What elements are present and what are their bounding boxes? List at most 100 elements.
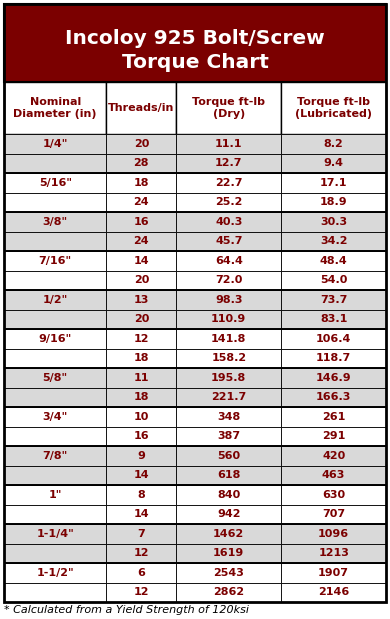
Bar (4, 232, 106, 251)
Bar (106, 193, 176, 212)
Text: 16: 16 (133, 431, 149, 441)
Text: 1/4": 1/4" (43, 139, 68, 149)
Text: 463: 463 (322, 470, 346, 480)
Bar (4, 329, 106, 348)
Text: 22.7: 22.7 (215, 178, 243, 188)
Bar (281, 154, 386, 173)
Text: 34.2: 34.2 (320, 236, 347, 246)
Bar (176, 348, 281, 368)
Bar (106, 446, 176, 465)
Text: 8: 8 (137, 490, 145, 500)
Text: 630: 630 (322, 490, 345, 500)
Text: 9.4: 9.4 (324, 158, 344, 168)
Bar (176, 251, 281, 271)
Text: 72.0: 72.0 (215, 275, 243, 285)
Bar (176, 582, 281, 602)
Text: 166.3: 166.3 (316, 392, 351, 402)
Text: 9/16": 9/16" (39, 334, 72, 344)
Text: 1907: 1907 (318, 568, 349, 578)
Text: 25.2: 25.2 (215, 197, 243, 207)
Text: 20: 20 (134, 275, 149, 285)
Bar (281, 232, 386, 251)
Bar (4, 368, 106, 387)
Text: 18: 18 (134, 178, 149, 188)
Bar (106, 465, 176, 485)
Text: 40.3: 40.3 (215, 217, 243, 227)
Text: 12: 12 (134, 548, 149, 558)
Text: 24: 24 (133, 197, 149, 207)
Text: 1-1/2": 1-1/2" (36, 568, 74, 578)
Bar (176, 82, 281, 134)
Text: 158.2: 158.2 (211, 353, 246, 363)
Bar (4, 485, 106, 504)
Bar (281, 485, 386, 504)
Text: 45.7: 45.7 (215, 236, 243, 246)
Text: 11: 11 (134, 373, 149, 383)
Text: 6: 6 (137, 568, 145, 578)
Bar (106, 329, 176, 348)
Bar (281, 524, 386, 543)
Bar (4, 154, 106, 173)
Text: 24: 24 (133, 236, 149, 246)
Text: 18: 18 (134, 353, 149, 363)
Bar (281, 368, 386, 387)
Text: Incoloy 925 Bolt/Screw: Incoloy 925 Bolt/Screw (65, 29, 325, 48)
Bar (281, 504, 386, 524)
Bar (4, 193, 106, 212)
Bar (176, 232, 281, 251)
Bar (281, 563, 386, 582)
Text: 261: 261 (322, 412, 346, 422)
Text: 7/16": 7/16" (39, 256, 72, 266)
Bar (176, 426, 281, 446)
Text: 348: 348 (217, 412, 240, 422)
Bar (176, 193, 281, 212)
Bar (106, 524, 176, 543)
Text: 707: 707 (322, 509, 345, 519)
Bar (176, 446, 281, 465)
Text: 141.8: 141.8 (211, 334, 246, 344)
Text: 64.4: 64.4 (215, 256, 243, 266)
Text: Threads/in: Threads/in (108, 103, 174, 113)
Text: 83.1: 83.1 (320, 314, 347, 324)
Text: 560: 560 (217, 451, 240, 461)
Text: 1": 1" (48, 490, 62, 500)
Bar (106, 82, 176, 134)
Bar (176, 387, 281, 407)
Bar (106, 310, 176, 329)
Bar (4, 387, 106, 407)
Bar (4, 173, 106, 193)
Text: 7/8": 7/8" (43, 451, 68, 461)
Bar (4, 134, 106, 154)
Text: 2862: 2862 (213, 587, 245, 597)
Text: 18.9: 18.9 (320, 197, 347, 207)
Text: 118.7: 118.7 (316, 353, 351, 363)
Bar (281, 212, 386, 232)
Text: Torque ft-lb
(Dry): Torque ft-lb (Dry) (192, 97, 265, 119)
Bar (281, 310, 386, 329)
Text: 110.9: 110.9 (211, 314, 246, 324)
Bar (176, 173, 281, 193)
Text: 14: 14 (133, 509, 149, 519)
Text: 5/16": 5/16" (39, 178, 72, 188)
Text: 20: 20 (134, 314, 149, 324)
Bar (176, 290, 281, 310)
Bar (106, 154, 176, 173)
Bar (106, 251, 176, 271)
Bar (4, 407, 106, 426)
Text: 28: 28 (134, 158, 149, 168)
Bar (281, 446, 386, 465)
Bar (281, 387, 386, 407)
Bar (176, 543, 281, 563)
Text: 11.1: 11.1 (215, 139, 243, 149)
Text: 17.1: 17.1 (320, 178, 347, 188)
Bar (106, 232, 176, 251)
Bar (4, 426, 106, 446)
Bar (4, 563, 106, 582)
Bar (281, 134, 386, 154)
Bar (106, 582, 176, 602)
Text: 13: 13 (134, 295, 149, 305)
Text: 1462: 1462 (213, 529, 245, 539)
Text: 1213: 1213 (318, 548, 349, 558)
Text: 14: 14 (133, 256, 149, 266)
Text: 12: 12 (134, 334, 149, 344)
